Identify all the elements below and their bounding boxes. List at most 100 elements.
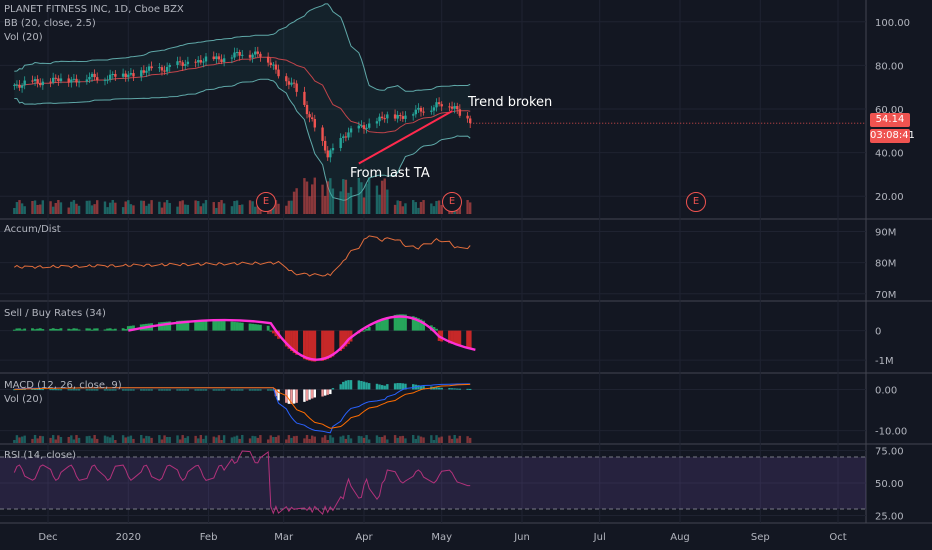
candle-body — [222, 58, 226, 63]
macd-volume-bar — [57, 435, 60, 443]
x-tick-label: Apr — [355, 532, 373, 543]
candle-body — [230, 57, 234, 59]
macd-histogram-bar — [217, 389, 221, 391]
candle-body — [59, 78, 63, 82]
volume-bar — [357, 177, 361, 214]
sell-buy-bar — [396, 314, 400, 331]
sell-buy-bar — [383, 318, 387, 331]
rsi-line — [13, 450, 471, 516]
macd-volume-bar — [212, 436, 215, 443]
sell-buy-bar — [199, 320, 203, 331]
candle-body — [339, 137, 342, 149]
candle-body — [378, 116, 381, 122]
bb-indicator-label[interactable]: BB (20, close, 2.5) — [4, 18, 96, 29]
volume-bar — [186, 204, 190, 214]
macd-histogram-bar — [114, 389, 117, 391]
macd-histogram-bar — [453, 388, 456, 390]
macd-histogram-bar — [266, 389, 270, 391]
macd-histogram-bar — [51, 389, 55, 391]
sell-buy-bar — [160, 322, 164, 331]
candle-body — [129, 73, 133, 75]
sell-buy-bar — [453, 330, 457, 345]
sell-buy-bar — [186, 320, 190, 331]
volume-bar — [305, 181, 309, 214]
candle-body — [362, 125, 366, 129]
sell-buy-bar — [305, 330, 309, 361]
candle-body — [238, 52, 241, 56]
macd-volume-bar — [168, 436, 171, 443]
accum-dist-label[interactable]: Accum/Dist — [4, 224, 61, 235]
sell-buy-bar — [67, 328, 71, 331]
earnings-marker[interactable]: E — [442, 192, 462, 212]
candle-body — [342, 136, 345, 138]
macd-volume-bar — [468, 437, 472, 443]
volume-bar — [375, 185, 379, 214]
earnings-marker[interactable]: E — [256, 192, 276, 212]
sell-buy-bar — [271, 330, 275, 334]
macd-volume-bar — [93, 435, 96, 443]
macd-volume-bar — [145, 435, 148, 443]
macd-label[interactable]: MACD (12, 26, close, 9) — [4, 380, 122, 391]
candle-body — [235, 52, 239, 54]
macd-histogram-bar — [160, 389, 164, 391]
macd-histogram-bar — [450, 388, 454, 390]
candle-body — [344, 136, 348, 138]
macd-volume-bar — [458, 435, 462, 443]
macd-vol-label[interactable]: Vol (20) — [4, 394, 43, 405]
volume-bar — [430, 203, 433, 214]
macd-volume-bar — [184, 437, 187, 443]
macd-histogram-bar — [380, 385, 384, 390]
vol-indicator-label[interactable]: Vol (20) — [4, 32, 43, 43]
candle-body — [285, 76, 288, 82]
candle-body — [329, 150, 332, 158]
symbol-title[interactable]: PLANET FITNESS INC, 1D, Cboe BZX — [4, 4, 184, 15]
macd-volume-bar — [132, 438, 135, 443]
macd-volume-bar — [251, 435, 254, 443]
volume-bar — [111, 200, 114, 214]
macd-histogram-bar — [145, 389, 148, 391]
volume-bar — [194, 200, 197, 214]
sell-buy-bar — [269, 330, 273, 332]
candle-body — [75, 78, 78, 83]
candle-body — [150, 66, 153, 69]
candle-body — [383, 118, 386, 120]
earnings-marker[interactable]: E — [686, 192, 706, 212]
macd-volume-bar — [313, 436, 316, 443]
candle-body — [90, 73, 94, 77]
sell-buy-bar — [295, 330, 299, 355]
macd-volume-bar — [59, 436, 63, 443]
macd-volume-bar — [435, 435, 438, 443]
sell-buy-bar — [458, 330, 462, 346]
volume-bar — [114, 202, 117, 214]
macd-histogram-bar — [233, 389, 236, 391]
macd-volume-bar — [217, 435, 221, 443]
candle-body — [430, 110, 433, 112]
macd-histogram-bar — [241, 389, 244, 391]
volume-bar — [274, 200, 278, 214]
rsi-label[interactable]: RSI (14, close) — [4, 450, 77, 461]
macd-histogram-bar — [93, 389, 96, 391]
sell-buy-label[interactable]: Sell / Buy Rates (34) — [4, 308, 106, 319]
volume-bar — [414, 202, 418, 214]
volume-bar — [106, 207, 109, 214]
volume-bar — [339, 191, 342, 214]
volume-bar — [248, 200, 252, 214]
macd-volume-bar — [362, 437, 366, 443]
sell-buy-bar — [435, 328, 438, 331]
macd-histogram-bar — [230, 389, 234, 391]
y-tick-label: 75.00 — [875, 447, 904, 458]
sell-buy-bar — [121, 328, 125, 331]
sell-buy-bar — [88, 328, 91, 331]
macd-histogram-bar — [41, 389, 45, 391]
macd-histogram-bar — [254, 389, 257, 391]
candle-body — [272, 64, 275, 66]
volume-bar — [33, 200, 37, 214]
macd-volume-bar — [129, 435, 133, 443]
sell-buy-bar — [85, 328, 89, 331]
volume-bar — [362, 197, 366, 214]
candle-body — [36, 79, 39, 84]
y-tick-label: 0.00 — [875, 385, 897, 396]
macd-volume-bar — [67, 436, 70, 443]
macd-histogram-bar — [39, 389, 42, 391]
